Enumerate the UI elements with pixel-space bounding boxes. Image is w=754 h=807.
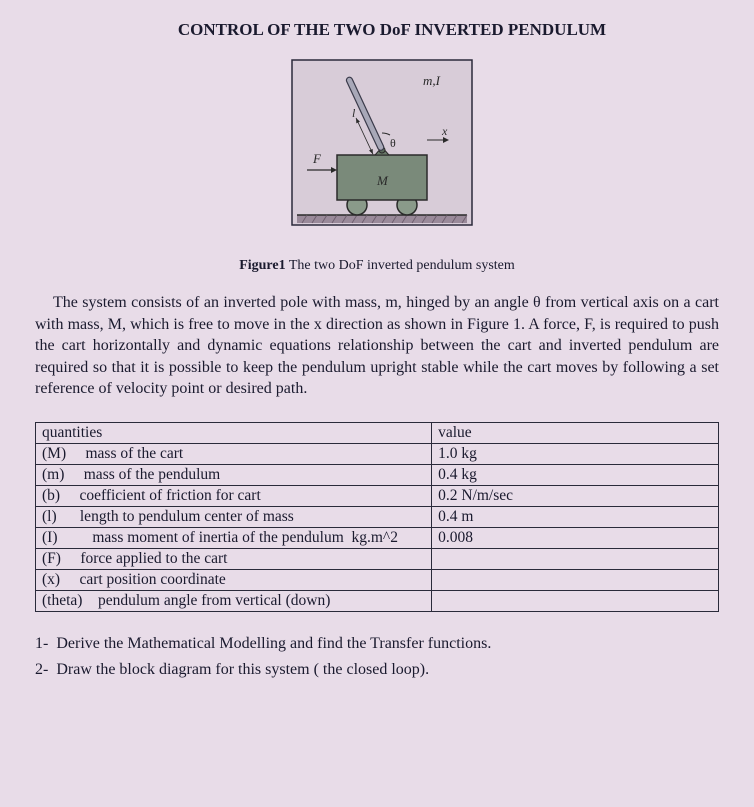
table-row: (theta) pendulum angle from vertical (do… (36, 590, 719, 611)
figure-caption: Figure1 The two DoF inverted pendulum sy… (35, 258, 719, 274)
figure-caption-text: The two DoF inverted pendulum system (286, 258, 515, 273)
question-2: 2- Draw the block diagram for this syste… (35, 658, 719, 682)
table-header-col1: quantities (36, 422, 432, 443)
label-mI: m,I (423, 73, 441, 88)
label-F: F (312, 151, 322, 166)
label-theta: θ (390, 136, 396, 150)
page-title: CONTROL OF THE TWO DoF INVERTED PENDULUM (65, 20, 719, 40)
table-row: (F) force applied to the cart (36, 548, 719, 569)
parameters-table: quantities value (M) mass of the cart1.0… (35, 422, 719, 612)
description-text: The system consists of an inverted pole … (35, 292, 719, 400)
figure-container: m,I F M x θ l (35, 55, 719, 250)
pendulum-diagram: m,I F M x θ l (237, 55, 517, 245)
question-1: 1- Derive the Mathematical Modelling and… (35, 632, 719, 656)
table-header-col2: value (432, 422, 719, 443)
label-x: x (441, 124, 448, 138)
table-row: (x) cart position coordinate (36, 569, 719, 590)
table-row: (b) coefficient of friction for cart0.2 … (36, 485, 719, 506)
label-M: M (376, 173, 389, 188)
table-row: (m) mass of the pendulum0.4 kg (36, 464, 719, 485)
questions-list: 1- Derive the Mathematical Modelling and… (35, 632, 719, 682)
figure-caption-bold: Figure1 (239, 258, 285, 273)
table-row: (M) mass of the cart1.0 kg (36, 443, 719, 464)
table-row: quantities value (36, 422, 719, 443)
table-row: (I) mass moment of inertia of the pendul… (36, 527, 719, 548)
table-row: (l) length to pendulum center of mass0.4… (36, 506, 719, 527)
